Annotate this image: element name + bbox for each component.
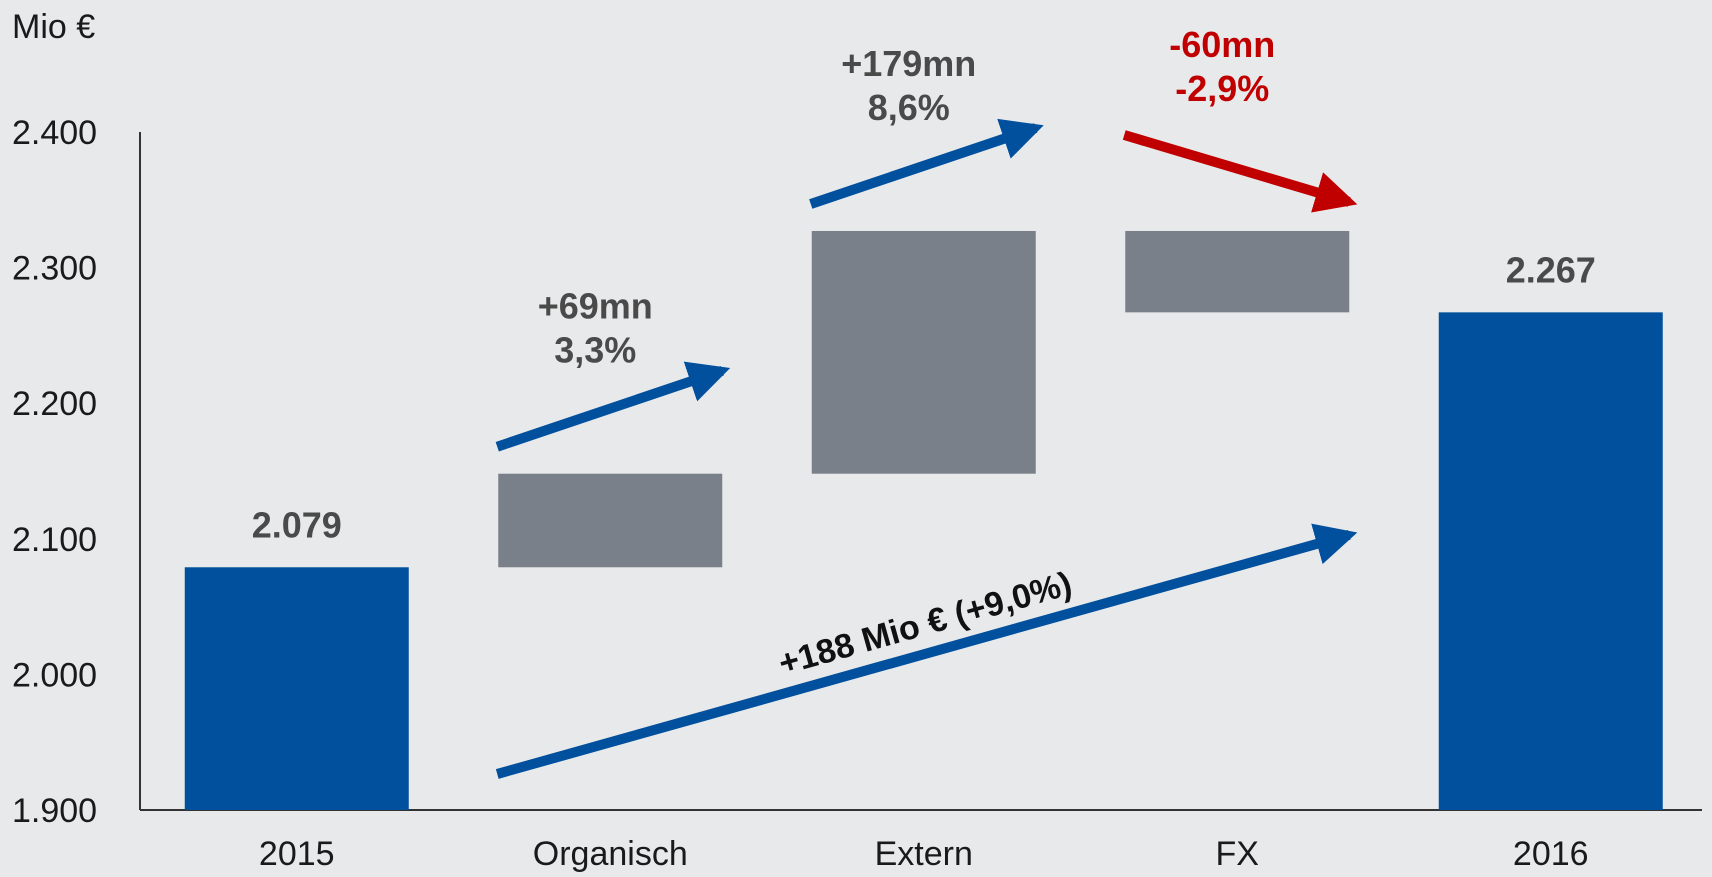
value-label: 2.267 (1506, 249, 1596, 290)
x-tick-label: 2015 (259, 835, 335, 873)
increase-arrow (809, 118, 1044, 209)
x-tick-label: Organisch (533, 835, 688, 873)
decrease-arrow (1122, 130, 1358, 213)
y-tick-label: 2.200 (12, 385, 97, 423)
bar-organisch (498, 473, 723, 568)
delta-label: +69mn (538, 286, 653, 327)
y-tick-label: 2.300 (12, 250, 97, 288)
y-tick-label: 2.100 (12, 521, 97, 559)
delta-label: +179mn (841, 43, 976, 84)
total-change-arrow (495, 523, 1358, 779)
arrows (495, 118, 1358, 779)
bar-fx (1125, 230, 1350, 313)
value-label: 2.079 (252, 504, 342, 545)
y-tick-label: 2.400 (12, 114, 97, 152)
delta-percent-label: -2,9% (1175, 68, 1269, 109)
bars (184, 230, 1663, 810)
bar-extern (811, 230, 1036, 474)
axes: 1.900 2.000 2.100 2.200 2.300 2.400 2015 Organi… (12, 114, 1702, 873)
bar-2016 (1438, 312, 1663, 810)
x-tick-label: Extern (875, 835, 973, 873)
increase-arrow (495, 361, 731, 452)
delta-percent-label: 8,6% (868, 87, 950, 128)
x-tick-label: 2016 (1513, 835, 1589, 873)
y-tick-label: 2.000 (12, 656, 97, 694)
delta-percent-label: 3,3% (554, 330, 636, 371)
unit-label: Mio € (12, 8, 95, 46)
bar-2015 (184, 567, 409, 810)
y-tick-label: 1.900 (12, 792, 97, 830)
x-tick-label: FX (1216, 835, 1259, 873)
delta-label: -60mn (1169, 24, 1275, 65)
